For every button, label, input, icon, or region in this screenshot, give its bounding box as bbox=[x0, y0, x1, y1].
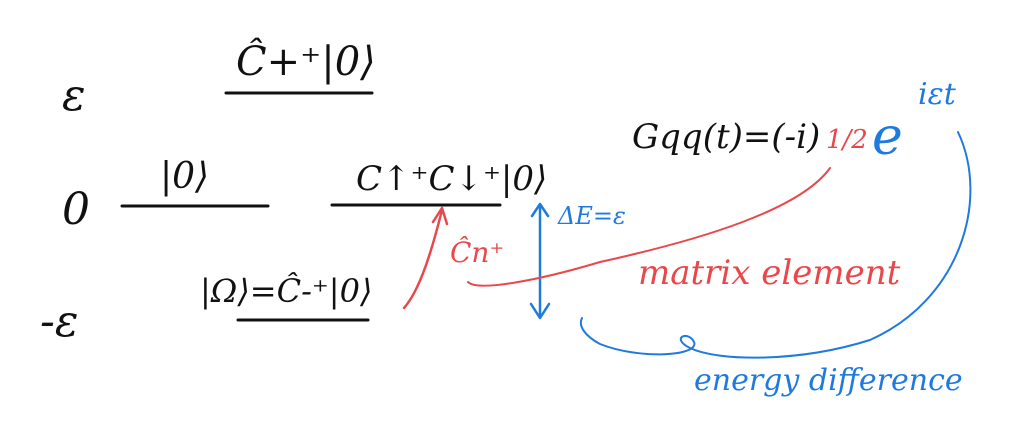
formula-exp-base: e bbox=[872, 107, 903, 167]
energy-difference-curve bbox=[580, 131, 972, 359]
state-label-ground: |Ω⟩=Ĉ-⁺|0⟩ bbox=[200, 272, 372, 310]
gap-label: ΔE=ε bbox=[557, 202, 626, 230]
energy-difference-label: energy difference bbox=[694, 363, 963, 398]
state-label-pair: C↑⁺C↓⁺|0⟩ bbox=[356, 159, 547, 199]
transition-arrowhead bbox=[431, 206, 449, 226]
matrix-element-label: matrix element bbox=[638, 253, 901, 293]
transition-arrow bbox=[402, 208, 444, 310]
operator-label: Ĉn⁺ bbox=[450, 235, 504, 269]
energy-label-minus-epsilon: -ε bbox=[40, 296, 78, 347]
formula-fraction: 1/2 bbox=[826, 125, 868, 155]
matrix-element-curve bbox=[467, 167, 831, 287]
state-label-top: Ĉ+⁺|0⟩ bbox=[236, 38, 376, 85]
formula-exponent: iεt bbox=[918, 77, 957, 112]
state-label-vacuum: |0⟩ bbox=[160, 156, 209, 197]
gap-arrowhead-bottom bbox=[529, 302, 551, 320]
gap-arrowhead-top bbox=[530, 202, 550, 218]
energy-label-zero: 0 bbox=[62, 184, 90, 235]
formula-lhs: Gqq(t)=(-i) bbox=[632, 117, 820, 157]
energy-label-epsilon: ε bbox=[62, 70, 86, 121]
